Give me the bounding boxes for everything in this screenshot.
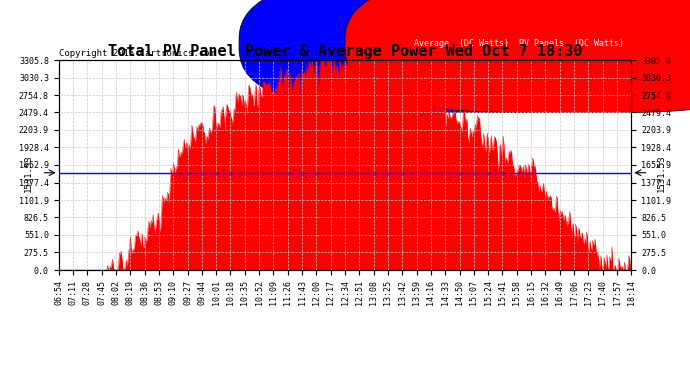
- Text: Copyright 2015 Cartronics.com: Copyright 2015 Cartronics.com: [59, 49, 215, 58]
- FancyBboxPatch shape: [345, 0, 690, 112]
- Text: 1531.53: 1531.53: [24, 154, 33, 192]
- Text: PV Panels  (DC Watts): PV Panels (DC Watts): [519, 39, 624, 48]
- Title: Total PV Panel Power & Average Power Wed Oct 7 18:30: Total PV Panel Power & Average Power Wed…: [108, 44, 582, 59]
- FancyBboxPatch shape: [239, 0, 683, 112]
- Text: Average  (DC Watts): Average (DC Watts): [414, 39, 509, 48]
- Text: 1531.53: 1531.53: [657, 154, 666, 192]
